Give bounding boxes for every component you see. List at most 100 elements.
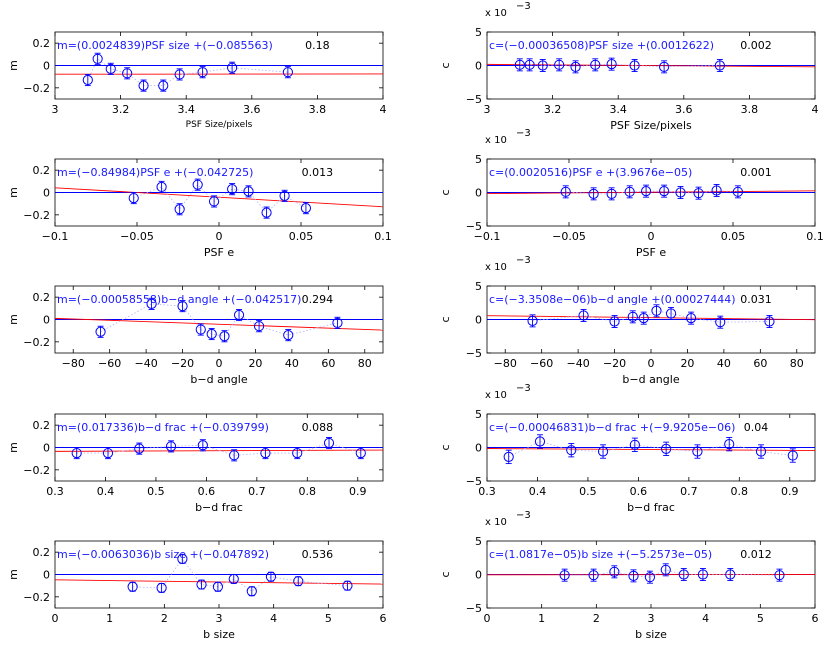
data-point bbox=[661, 441, 672, 456]
x-tick-label: 3 bbox=[52, 103, 59, 116]
x-tick-label: −40 bbox=[135, 357, 158, 370]
data-point bbox=[711, 184, 722, 197]
data-point bbox=[651, 304, 662, 318]
y-tick-label: −0.2 bbox=[23, 209, 50, 222]
data-point bbox=[774, 568, 785, 582]
data-point bbox=[534, 434, 546, 449]
y-tick-label: −5 bbox=[466, 220, 482, 233]
x-tick-label: 60 bbox=[321, 357, 335, 370]
marker-circle bbox=[514, 59, 525, 70]
y-tick-label: 0.2 bbox=[33, 291, 51, 304]
marker-circle bbox=[609, 566, 620, 577]
data-connector bbox=[532, 310, 770, 323]
x-tick-label: 0.5 bbox=[147, 485, 165, 498]
data-point bbox=[659, 60, 670, 74]
marker-circle bbox=[570, 61, 581, 72]
data-point bbox=[127, 581, 138, 592]
y-tick-label: −5 bbox=[466, 602, 482, 615]
x-tick-label: 4 bbox=[380, 103, 387, 116]
marker-circle bbox=[774, 570, 785, 581]
marker-circle bbox=[629, 60, 640, 71]
y-axis-label: c bbox=[439, 189, 452, 195]
marker-circle bbox=[560, 186, 571, 197]
x-axis-label: b−d angle bbox=[190, 373, 247, 386]
marker-circle bbox=[588, 570, 599, 581]
marker-circle bbox=[195, 324, 206, 335]
plot-area bbox=[55, 437, 383, 462]
marker-circle bbox=[534, 436, 546, 447]
data-point bbox=[644, 570, 656, 584]
fit-equation: m=(0.017336)b−d frac +(−0.039799) bbox=[57, 421, 269, 434]
x-tick-label: 80 bbox=[358, 357, 372, 370]
data-point bbox=[724, 437, 735, 452]
data-point bbox=[342, 580, 353, 591]
y-tick-label: 0 bbox=[475, 314, 482, 327]
marker-circle bbox=[527, 315, 538, 326]
marker-circle bbox=[755, 446, 767, 457]
marker-circle bbox=[265, 571, 277, 582]
marker-circle bbox=[138, 80, 149, 91]
exponent-base: x 10 bbox=[485, 262, 507, 273]
data-point bbox=[588, 187, 599, 201]
data-point bbox=[624, 185, 635, 199]
data-point bbox=[243, 185, 254, 198]
marker-circle bbox=[355, 447, 366, 459]
marker-circle bbox=[227, 184, 238, 195]
marker-circle bbox=[293, 576, 304, 587]
marker-circle bbox=[95, 326, 106, 337]
data-point bbox=[693, 186, 704, 200]
marker-circle bbox=[105, 63, 116, 74]
exponent-base: x 10 bbox=[485, 135, 507, 146]
marker-circle bbox=[678, 569, 689, 580]
x-tick-label: 3 bbox=[484, 103, 491, 116]
y-axis-label: c bbox=[439, 316, 452, 322]
correlation-value: 0.001 bbox=[740, 166, 772, 179]
data-point bbox=[192, 178, 203, 191]
data-point bbox=[174, 68, 185, 81]
x-axis-label: PSF e bbox=[204, 246, 234, 259]
x-tick-label: 3.8 bbox=[309, 103, 327, 116]
x-tick-label: 5 bbox=[325, 612, 332, 625]
x-tick-label: 0.5 bbox=[579, 485, 597, 498]
x-tick-label: 0 bbox=[484, 612, 491, 625]
marker-circle bbox=[342, 580, 353, 591]
marker-circle bbox=[253, 321, 265, 332]
marker-circle bbox=[715, 317, 726, 328]
marker-circle bbox=[219, 331, 230, 342]
exponent-base: x 10 bbox=[485, 8, 507, 19]
x-tick-label: 40 bbox=[285, 357, 299, 370]
data-point bbox=[283, 329, 294, 342]
data-point bbox=[71, 447, 82, 460]
marker-circle bbox=[661, 443, 672, 454]
data-point bbox=[105, 62, 116, 75]
plot-area bbox=[55, 178, 383, 219]
data-point bbox=[725, 568, 736, 581]
data-point bbox=[265, 571, 277, 582]
data-point bbox=[282, 66, 293, 79]
marker-circle bbox=[229, 450, 240, 461]
x-tick-label: −80 bbox=[62, 357, 85, 370]
marker-circle bbox=[122, 68, 133, 79]
y-tick-label: 5 bbox=[475, 280, 482, 293]
marker-circle bbox=[640, 186, 652, 197]
plot-area bbox=[487, 304, 815, 329]
marker-circle bbox=[724, 439, 735, 450]
data-point bbox=[138, 79, 149, 92]
axis-exponent: x 10 −3 bbox=[485, 510, 531, 528]
panel-m-psf-size: 3 3.2 3.4 3.6 3.8 4 −0.2 0 0.2 PSF Size/pixels m m=… bbox=[7, 31, 387, 130]
data-point bbox=[606, 57, 617, 71]
fit-line bbox=[487, 63, 815, 68]
correlation-value: 0.031 bbox=[740, 293, 772, 306]
correlation-value: 0.002 bbox=[740, 39, 772, 52]
x-tick-label: 1 bbox=[106, 612, 113, 625]
exponent-power: −3 bbox=[516, 1, 531, 12]
y-tick-label: 5 bbox=[475, 408, 482, 421]
data-point bbox=[134, 442, 145, 455]
data-connector bbox=[564, 569, 780, 578]
x-tick-label: −0.05 bbox=[552, 230, 586, 243]
x-axis-label: b size bbox=[635, 628, 667, 641]
marker-circle bbox=[692, 446, 703, 457]
fit-line bbox=[487, 448, 815, 451]
marker-circle bbox=[628, 570, 639, 581]
